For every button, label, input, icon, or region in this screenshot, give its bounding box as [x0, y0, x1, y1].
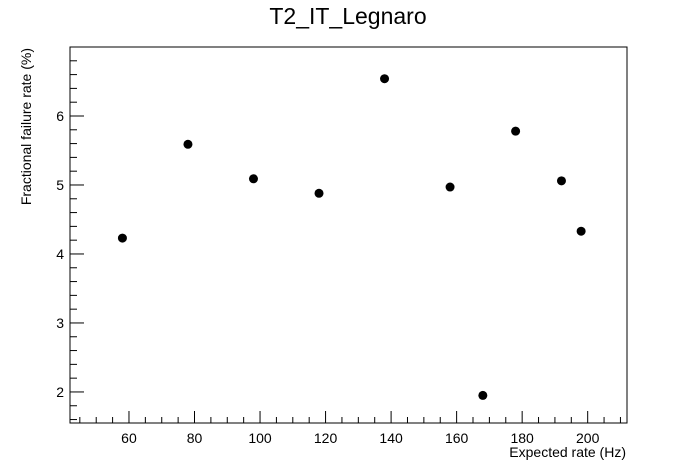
x-axis-ticks — [79, 411, 621, 423]
x-tick-label: 120 — [314, 430, 338, 446]
y-axis-tick-labels: 2 3 4 5 6 — [56, 108, 64, 400]
y-axis-label: Fractional failure rate (%) — [18, 48, 34, 205]
data-point — [478, 390, 488, 400]
x-tick-label: 200 — [576, 430, 600, 446]
chart-title: T2_IT_Legnaro — [269, 3, 426, 29]
data-point — [248, 174, 258, 184]
y-tick-label: 5 — [56, 177, 64, 193]
data-points — [117, 74, 586, 400]
x-tick-label: 140 — [379, 430, 403, 446]
data-point — [556, 176, 566, 186]
y-tick-label: 6 — [56, 108, 64, 124]
x-tick-label: 160 — [445, 430, 469, 446]
x-tick-label: 80 — [187, 430, 203, 446]
data-point — [445, 182, 455, 192]
x-axis-label: Expected rate (Hz) — [509, 444, 626, 460]
data-point — [183, 139, 193, 149]
y-tick-label: 3 — [56, 315, 64, 331]
x-tick-label: 180 — [510, 430, 534, 446]
y-tick-label: 2 — [56, 384, 64, 400]
data-point — [380, 74, 390, 84]
data-point — [117, 233, 127, 243]
x-tick-label: 60 — [121, 430, 137, 446]
x-tick-label: 100 — [248, 430, 272, 446]
data-point — [511, 126, 521, 136]
y-tick-label: 4 — [56, 246, 64, 262]
plot-frame — [69, 46, 628, 424]
data-point — [576, 226, 586, 236]
data-point — [314, 188, 324, 198]
x-axis-tick-labels: 60 80 100 120 140 160 180 200 — [121, 430, 599, 446]
y-axis-ticks — [70, 46, 84, 421]
